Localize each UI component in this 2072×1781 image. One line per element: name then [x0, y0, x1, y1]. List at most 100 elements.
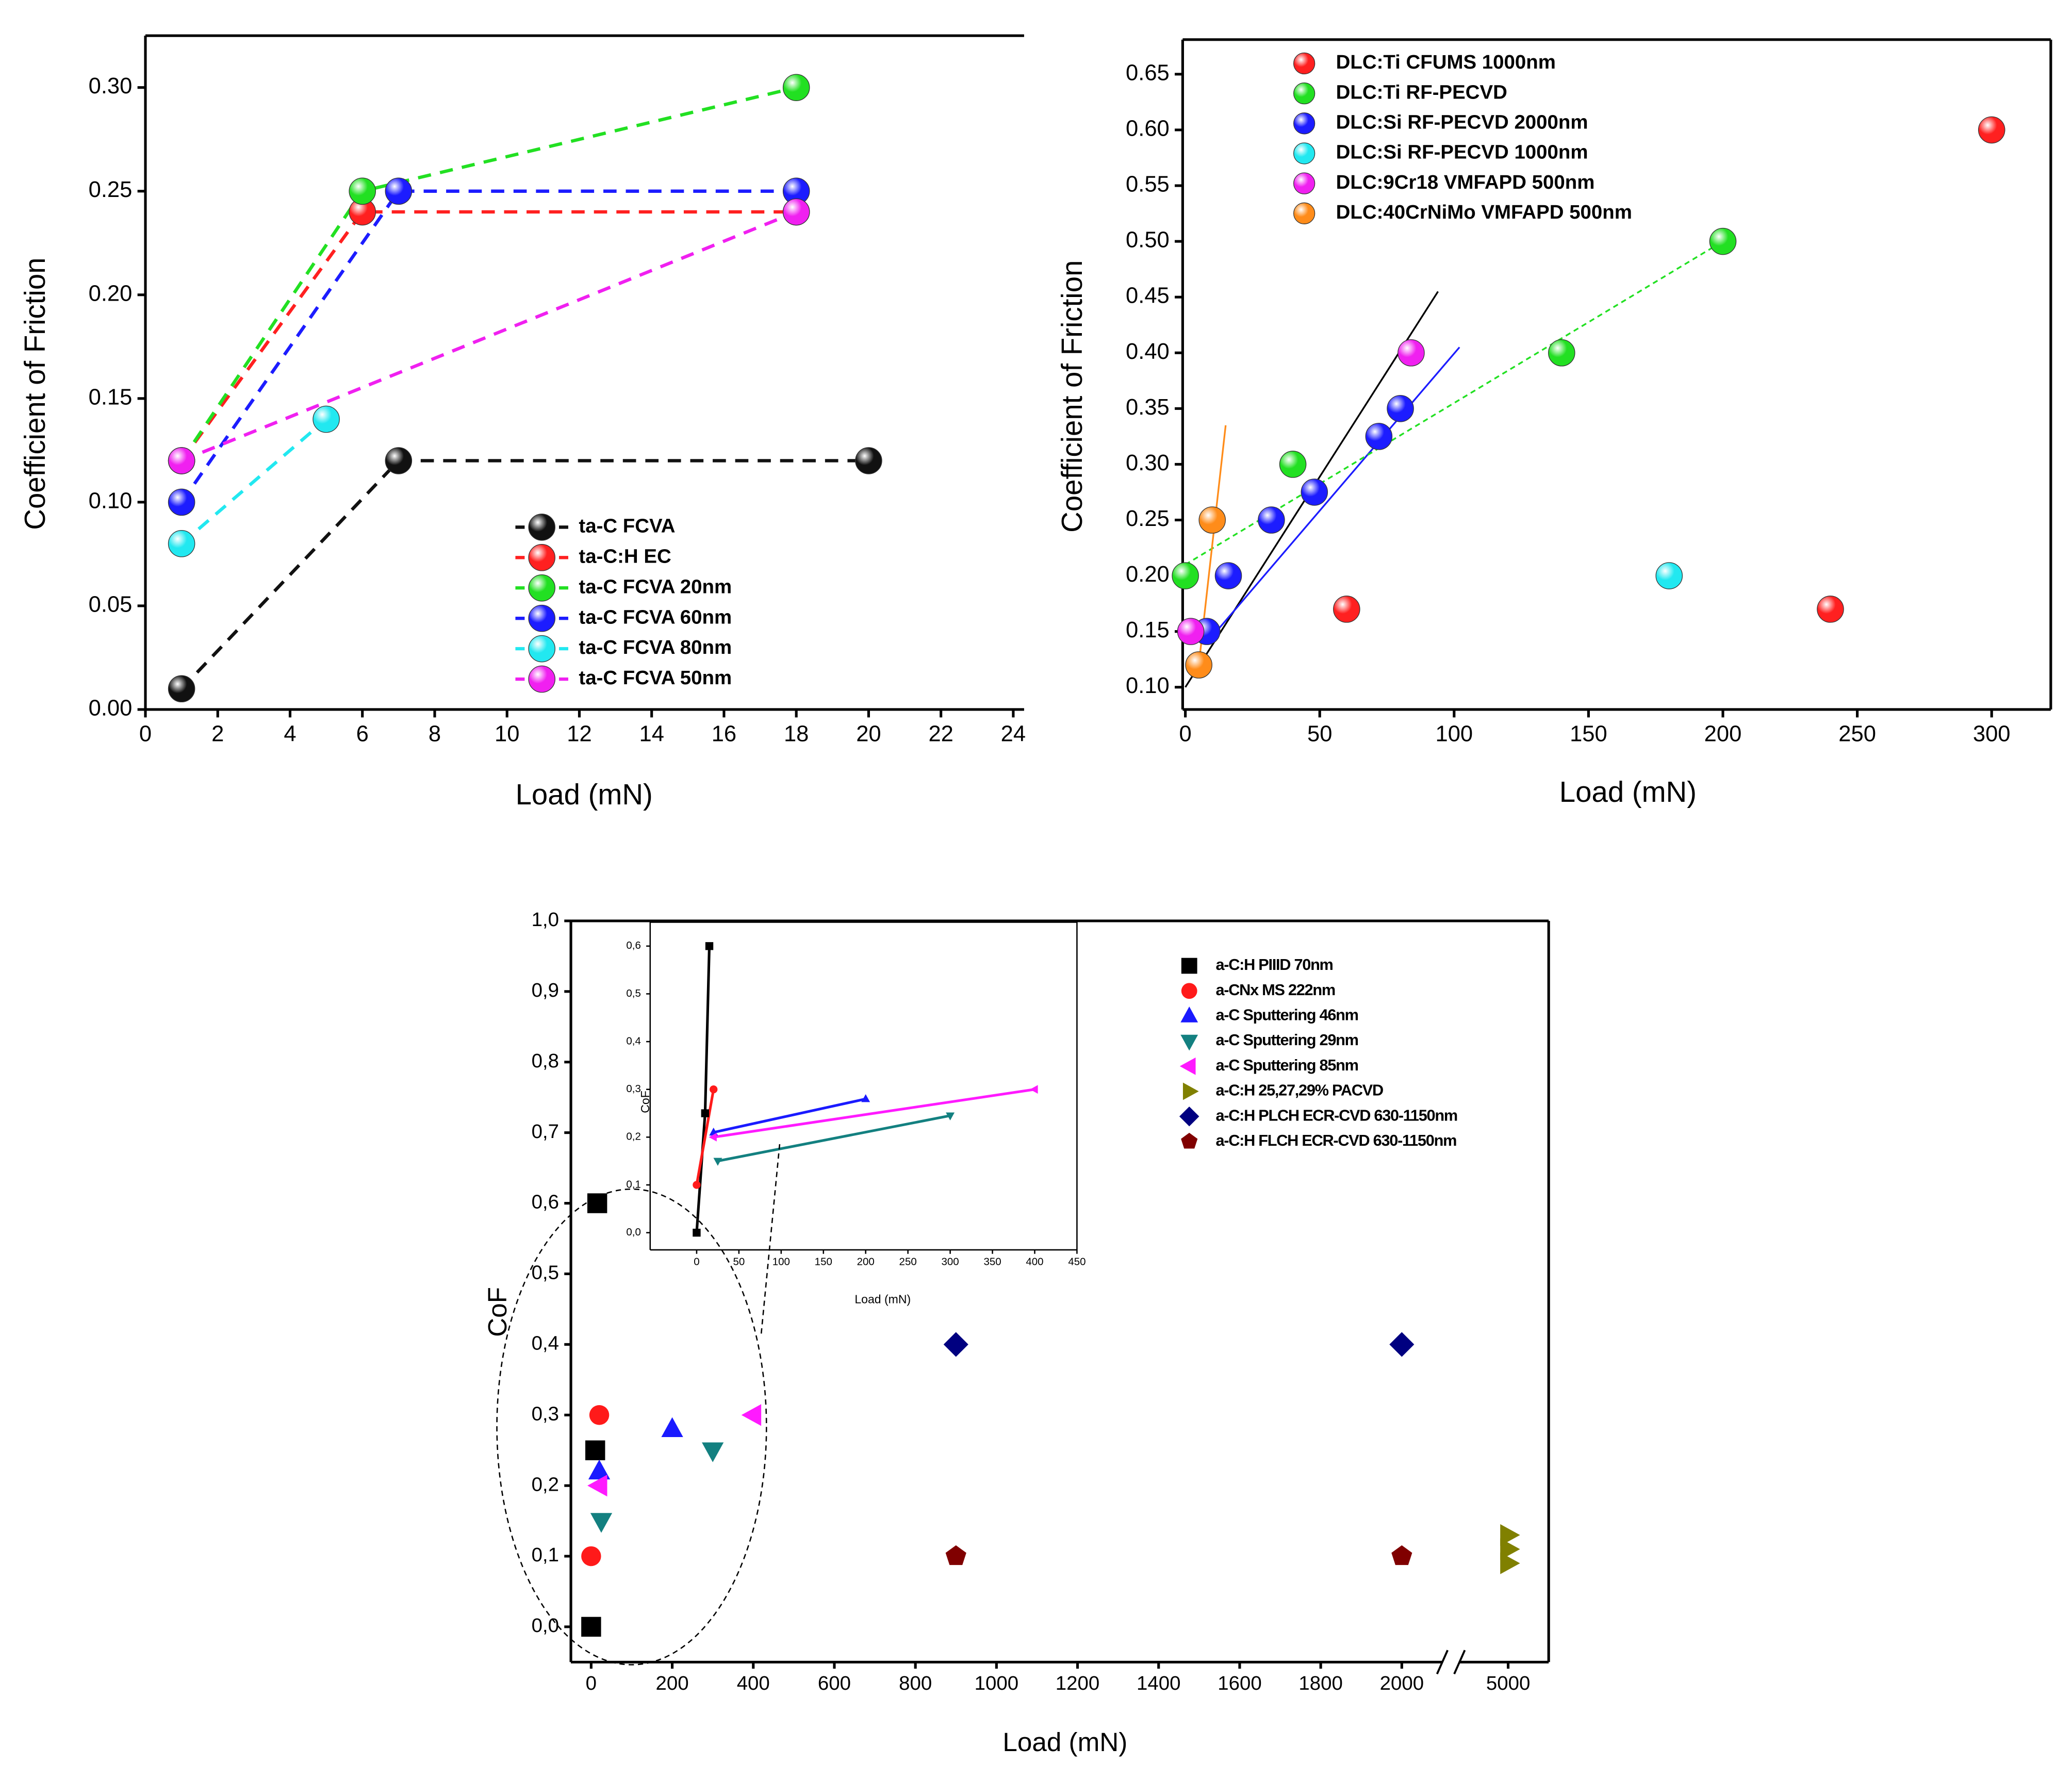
marker — [1177, 618, 1205, 645]
y-tick-label: 0,4 — [626, 1035, 640, 1047]
marker — [385, 447, 413, 474]
y-tick-label: 0,4 — [532, 1332, 559, 1354]
y-tick-label: 0,0 — [626, 1226, 640, 1238]
zoom-connector — [760, 1144, 781, 1335]
legend-label: a-C Sputtering 46nm — [1215, 1006, 1358, 1024]
y-tick-label: 0.25 — [1126, 506, 1170, 531]
x-tick-label: 600 — [818, 1672, 851, 1694]
y-tick-label: 0.30 — [89, 74, 133, 98]
y-tick-label: 0.60 — [1126, 116, 1170, 141]
legend-marker — [1181, 958, 1197, 974]
series-line — [180, 210, 797, 462]
marker — [705, 942, 714, 950]
x-tick-label: 1200 — [1056, 1672, 1099, 1694]
x-tick-label: 4 — [284, 722, 296, 747]
x-tick-label: 14 — [639, 722, 664, 747]
legend-label: ta-C FCVA 80nm — [579, 636, 732, 658]
y-tick-label: 0.20 — [1126, 562, 1170, 587]
marker — [782, 198, 810, 226]
legend-label: a-C Sputtering 29nm — [1215, 1031, 1358, 1049]
y-tick-label: 0.30 — [1126, 451, 1170, 475]
marker — [701, 1109, 710, 1117]
y-tick-label: 0.20 — [89, 281, 133, 306]
y-tick-label: 0,1 — [626, 1178, 640, 1190]
marker — [589, 1405, 610, 1425]
y-tick-label: 0.05 — [89, 592, 133, 617]
marker — [1333, 596, 1360, 623]
y-tick-label: 0,1 — [532, 1544, 559, 1566]
y-tick-label: 0.15 — [1126, 618, 1170, 642]
marker — [587, 1475, 607, 1497]
x-tick-label: 0 — [586, 1672, 597, 1694]
zoom-annotation — [496, 1144, 781, 1665]
marker — [588, 1459, 611, 1480]
y-tick-label: 1,0 — [532, 909, 559, 931]
marker — [581, 1546, 601, 1566]
series-line — [180, 189, 797, 503]
series-line — [180, 459, 869, 690]
y-tick-label: 0.40 — [1126, 339, 1170, 364]
legend-label: DLC:Ti RF-PECVD — [1336, 81, 1507, 103]
legend-label: DLC:9Cr18 VMFAPD 500nm — [1336, 171, 1595, 193]
x-tick-label: 150 — [815, 1256, 832, 1267]
legend-label: a-C:H 25,27,29% PACVD — [1215, 1081, 1383, 1099]
marker — [1365, 423, 1393, 450]
fit-line — [1206, 347, 1460, 644]
x-tick-label: 18 — [784, 722, 809, 747]
marker — [1387, 395, 1414, 422]
legend-marker — [528, 604, 555, 632]
y-tick-label: 0,8 — [532, 1050, 559, 1072]
y-tick-label: 0,5 — [532, 1262, 559, 1284]
marker — [943, 1332, 968, 1357]
legend-label: DLC:Si RF-PECVD 2000nm — [1336, 111, 1588, 133]
legend-marker — [1293, 112, 1315, 135]
legend-marker — [1180, 1034, 1198, 1051]
y-tick-label: 0.10 — [1126, 673, 1170, 698]
marker — [782, 74, 810, 101]
y-tick-label: 0,5 — [626, 987, 640, 999]
marker — [661, 1417, 683, 1437]
x-tick-label: 300 — [1973, 722, 2011, 747]
series-line — [180, 86, 797, 462]
x-axis-label: Load (mN) — [1559, 776, 1697, 808]
y-tick-label: 0,2 — [532, 1473, 559, 1495]
x-tick-label: 1400 — [1137, 1672, 1180, 1694]
legend-label: a-C:H PIIID 70nm — [1215, 955, 1333, 974]
x-tick-label: 24 — [1001, 722, 1026, 747]
x-tick-label: 100 — [1435, 722, 1473, 747]
y-tick-label: 0.55 — [1126, 172, 1170, 197]
legend-label: ta-C FCVA — [579, 515, 675, 537]
series-line — [713, 1097, 866, 1134]
axis-break-mark — [1453, 1650, 1466, 1675]
x-tick-label: 150 — [1570, 722, 1607, 747]
marker — [585, 1440, 605, 1460]
marker — [590, 1513, 613, 1533]
x-tick-label: 16 — [712, 722, 736, 747]
zoom-ellipse — [496, 1188, 767, 1665]
legend-label: ta-C FCVA 50nm — [579, 667, 732, 689]
legend-label: ta-C:H EC — [579, 545, 671, 567]
x-tick-label: 10 — [495, 722, 519, 747]
marker — [1500, 1538, 1520, 1560]
marker — [1030, 1085, 1038, 1094]
x-tick-label: 200 — [857, 1256, 875, 1267]
series-line — [180, 418, 327, 545]
y-tick-label: 0.25 — [89, 177, 133, 202]
x-tick-label: 0 — [694, 1256, 699, 1267]
x-tick-label: 200 — [1704, 722, 1742, 747]
x-tick-label: 100 — [772, 1256, 790, 1267]
axis-break-mark — [1436, 1650, 1449, 1675]
legend-marker — [1182, 1082, 1199, 1100]
y-tick-label: 0.15 — [89, 385, 133, 409]
marker — [1655, 562, 1683, 589]
marker — [1301, 479, 1328, 506]
legend-marker — [1293, 142, 1315, 164]
x-tick-label: 1800 — [1298, 1672, 1342, 1694]
y-tick-label: 0.00 — [89, 696, 133, 720]
x-tick-label: 1000 — [975, 1672, 1018, 1694]
y-tick-label: 0,0 — [532, 1614, 559, 1637]
x-tick-label: 0 — [139, 722, 152, 747]
legend-marker — [1293, 83, 1315, 105]
y-axis-label: CoF — [483, 1287, 512, 1337]
legend-label: DLC:40CrNiMo VMFAPD 500nm — [1336, 201, 1632, 223]
